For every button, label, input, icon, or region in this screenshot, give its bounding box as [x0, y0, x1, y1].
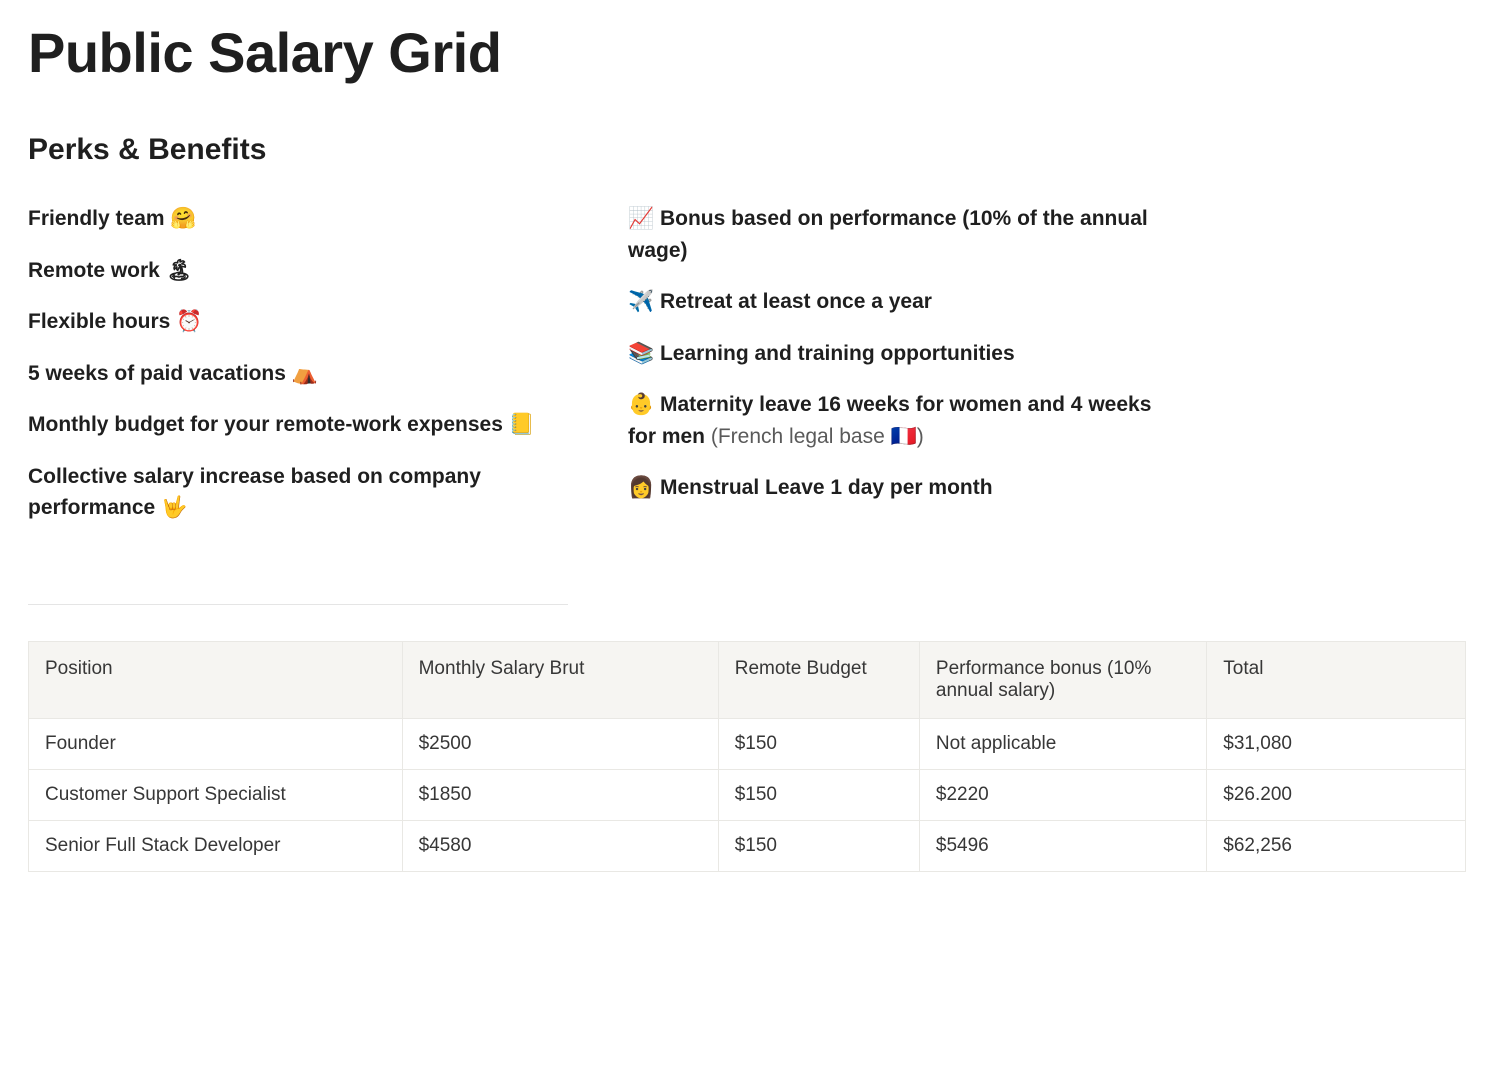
table-cell: $2500: [402, 718, 718, 769]
table-cell: Customer Support Specialist: [29, 769, 403, 820]
perk-item-left-3: 5 weeks of paid vacations ⛺️: [28, 358, 568, 390]
table-cell: $4580: [402, 820, 718, 871]
perk-text: Friendly team 🤗: [28, 207, 197, 230]
perk-text: Collective salary increase based on comp…: [28, 465, 481, 520]
table-header-row: PositionMonthly Salary BrutRemote Budget…: [29, 641, 1466, 718]
table-row: Founder$2500$150Not applicable$31,080: [29, 718, 1466, 769]
perk-text: 📈 Bonus based on performance (10% of the…: [628, 207, 1148, 262]
perks-right-column: 📈 Bonus based on performance (10% of the…: [628, 203, 1168, 544]
perk-text: 5 weeks of paid vacations ⛺️: [28, 362, 318, 385]
table-header-cell: Remote Budget: [718, 641, 919, 718]
perks-heading: Perks & Benefits: [28, 133, 1466, 167]
perk-text: 👩 Menstrual Leave 1 day per month: [628, 476, 993, 499]
table-header-cell: Total: [1207, 641, 1466, 718]
perk-text: Monthly budget for your remote-work expe…: [28, 413, 535, 436]
perk-text: 📚 Learning and training opportunities: [628, 342, 1015, 365]
perk-item-left-0: Friendly team 🤗: [28, 203, 568, 235]
table-header-cell: Performance bonus (10% annual salary): [919, 641, 1206, 718]
perk-item-left-2: Flexible hours ⏰: [28, 306, 568, 338]
table-cell: $2220: [919, 769, 1206, 820]
table-body: Founder$2500$150Not applicable$31,080Cus…: [29, 718, 1466, 871]
perks-container: Friendly team 🤗 Remote work 🏝 Flexible hou…: [28, 203, 1466, 544]
table-cell: $150: [718, 769, 919, 820]
table-row: Senior Full Stack Developer$4580$150$549…: [29, 820, 1466, 871]
table-cell: $150: [718, 820, 919, 871]
perk-item-right-4: 👩 Menstrual Leave 1 day per month: [628, 472, 1168, 504]
table-header-cell: Monthly Salary Brut: [402, 641, 718, 718]
perk-text: ✈️ Retreat at least once a year: [628, 290, 932, 313]
table-cell: Founder: [29, 718, 403, 769]
table-cell: $150: [718, 718, 919, 769]
page-title: Public Salary Grid: [28, 20, 1466, 85]
perk-item-right-0: 📈 Bonus based on performance (10% of the…: [628, 203, 1168, 266]
table-cell: $1850: [402, 769, 718, 820]
perk-text: Flexible hours ⏰: [28, 310, 202, 333]
divider: [28, 604, 568, 605]
perk-item-right-2: 📚 Learning and training opportunities: [628, 338, 1168, 370]
perk-text: Remote work 🏝: [28, 259, 192, 282]
perk-item-right-3: 👶 Maternity leave 16 weeks for women and…: [628, 389, 1168, 452]
perk-item-left-5: Collective salary increase based on comp…: [28, 461, 568, 524]
table-cell: $31,080: [1207, 718, 1466, 769]
table-cell: Senior Full Stack Developer: [29, 820, 403, 871]
perks-left-column: Friendly team 🤗 Remote work 🏝 Flexible hou…: [28, 203, 568, 544]
table-cell: Not applicable: [919, 718, 1206, 769]
perk-item-right-1: ✈️ Retreat at least once a year: [628, 286, 1168, 318]
table-cell: $62,256: [1207, 820, 1466, 871]
perk-item-left-1: Remote work 🏝: [28, 255, 568, 287]
perk-item-left-4: Monthly budget for your remote-work expe…: [28, 409, 568, 441]
salary-table: PositionMonthly Salary BrutRemote Budget…: [28, 641, 1466, 872]
table-cell: $5496: [919, 820, 1206, 871]
perk-note: (French legal base 🇫🇷): [705, 425, 924, 448]
table-cell: $26.200: [1207, 769, 1466, 820]
table-header-cell: Position: [29, 641, 403, 718]
table-row: Customer Support Specialist$1850$150$222…: [29, 769, 1466, 820]
